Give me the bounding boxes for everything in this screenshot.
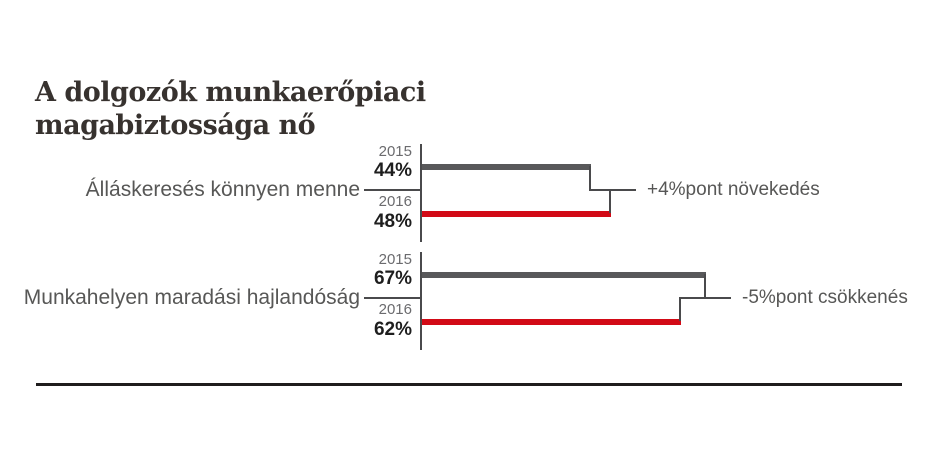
row-label-job-search: Álláskeresés könnyen menne — [85, 178, 360, 201]
page-title: A dolgozók munkaerőpiaci magabiztossága … — [35, 76, 426, 142]
year-label: 2015 — [378, 251, 412, 268]
bar-2016 — [421, 319, 681, 325]
connector-horizontal — [589, 189, 636, 191]
connector-vertical-2015 — [589, 166, 591, 191]
divider-tick — [364, 189, 421, 191]
axis-line — [420, 252, 422, 350]
value-label: 62% — [373, 319, 412, 340]
row-label-stay-willingness: Munkahelyen maradási hajlandóság — [23, 286, 360, 309]
value-label: 67% — [373, 268, 412, 289]
connector-vertical-2016 — [679, 297, 681, 321]
connector-vertical-2016 — [609, 189, 611, 213]
page-title-line2: magabiztossága nő — [35, 110, 316, 141]
bar-2015 — [421, 164, 591, 170]
bar-2016 — [421, 211, 611, 217]
year-label: 2016 — [378, 301, 412, 318]
change-annotation: +4%pont növekedés — [647, 179, 820, 200]
value-label: 44% — [373, 160, 412, 181]
year-label: 2016 — [378, 193, 412, 210]
chart-group-job-search: 2015 44% 2016 48% +4%pont növekedés — [0, 143, 935, 244]
bar-2015 — [421, 272, 706, 278]
change-annotation: -5%pont csökkenés — [742, 287, 908, 308]
chart-group-stay-willingness: 2015 67% 2016 62% -5%pont csökkenés — [0, 251, 935, 352]
bottom-rule — [36, 383, 902, 386]
year-label: 2015 — [378, 143, 412, 160]
value-label: 48% — [373, 211, 412, 232]
axis-line — [420, 144, 422, 242]
connector-vertical-2015 — [704, 274, 706, 299]
connector-horizontal — [679, 297, 731, 299]
page-title-line1: A dolgozók munkaerőpiaci — [35, 77, 426, 108]
divider-tick — [364, 297, 421, 299]
